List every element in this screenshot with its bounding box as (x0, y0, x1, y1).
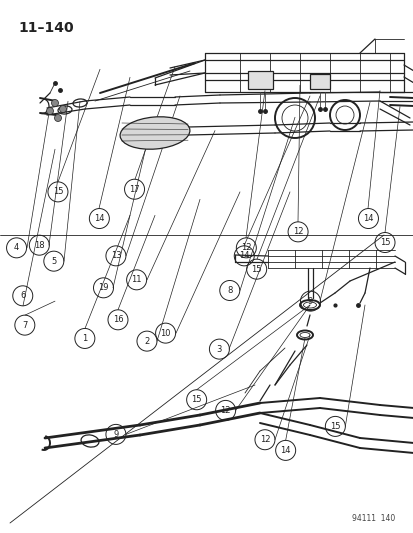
Text: 15: 15 (251, 265, 261, 273)
Text: 10: 10 (160, 329, 171, 337)
Text: 6: 6 (20, 292, 25, 300)
Text: 15: 15 (52, 188, 63, 196)
FancyBboxPatch shape (247, 71, 272, 89)
Circle shape (46, 108, 53, 115)
Text: 13: 13 (110, 252, 121, 260)
Text: 4: 4 (14, 244, 19, 252)
Text: 14: 14 (362, 214, 373, 223)
Text: 9: 9 (113, 430, 118, 439)
Text: 94111  140: 94111 140 (351, 514, 394, 523)
Text: 12: 12 (292, 228, 303, 236)
Text: 7: 7 (22, 321, 27, 329)
Text: 14: 14 (94, 214, 104, 223)
Text: 16: 16 (112, 316, 123, 324)
Text: 12: 12 (220, 406, 230, 415)
FancyBboxPatch shape (309, 74, 329, 89)
Text: 12: 12 (259, 435, 270, 444)
Text: 14: 14 (280, 446, 290, 455)
Text: 17: 17 (129, 185, 140, 193)
Text: 12: 12 (240, 244, 251, 252)
Circle shape (55, 115, 62, 122)
Text: 5: 5 (51, 257, 56, 265)
Circle shape (51, 100, 58, 107)
Text: 8: 8 (227, 286, 232, 295)
Text: 11: 11 (131, 276, 142, 284)
Text: 11–140: 11–140 (18, 21, 74, 35)
Text: 15: 15 (191, 395, 202, 404)
Circle shape (59, 106, 66, 112)
Text: 3: 3 (216, 345, 221, 353)
Text: 18: 18 (34, 241, 45, 249)
Text: 1: 1 (82, 334, 87, 343)
Text: 2: 2 (144, 337, 149, 345)
Text: 9: 9 (307, 297, 312, 305)
Ellipse shape (120, 117, 190, 149)
Text: 19: 19 (98, 284, 109, 292)
Text: 15: 15 (329, 422, 340, 431)
Text: 15: 15 (379, 238, 389, 247)
Text: 14: 14 (238, 252, 249, 260)
